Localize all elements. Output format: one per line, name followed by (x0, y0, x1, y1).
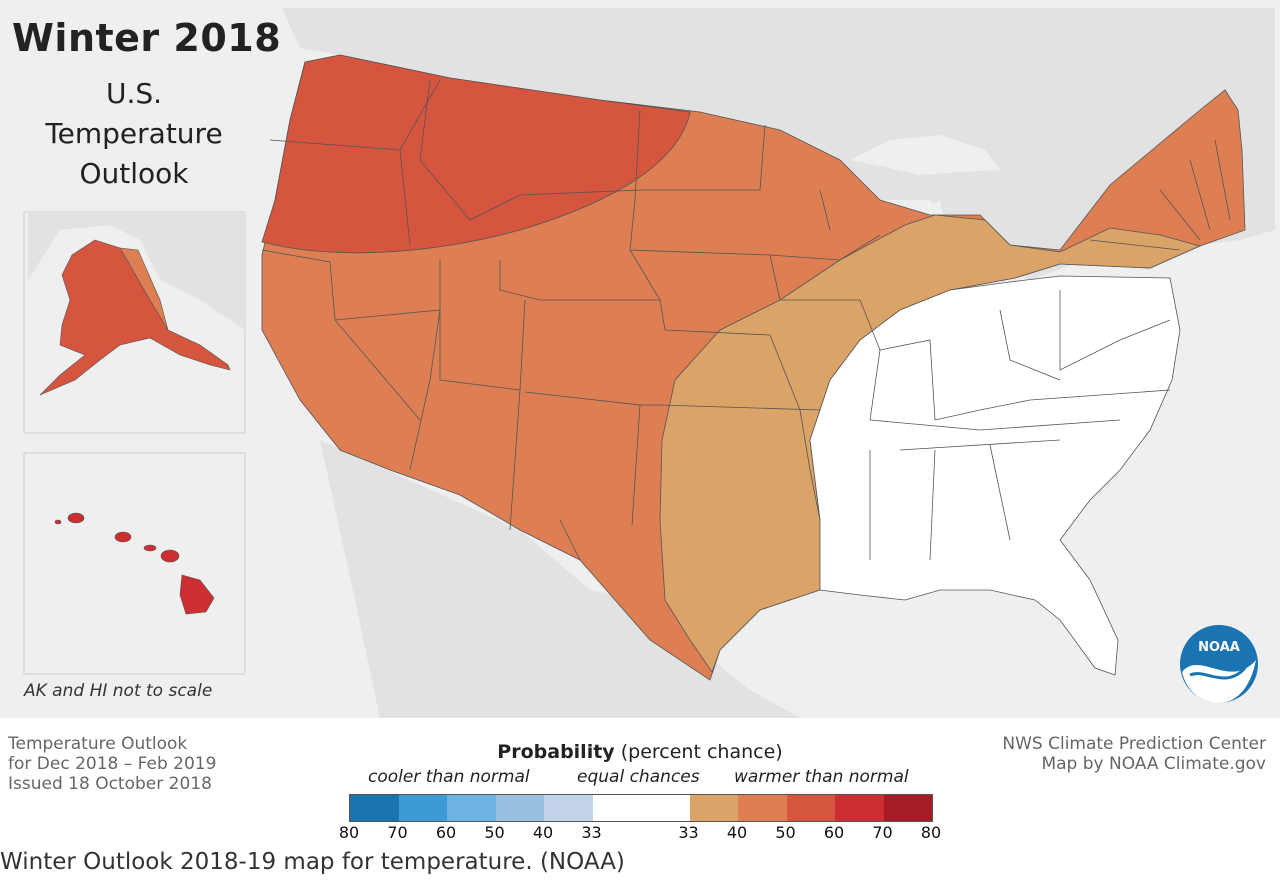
legend-swatch-warmer (689, 795, 738, 821)
legend-tick-label: 80 (920, 823, 942, 842)
subtitle-line: Outlook (79, 157, 189, 190)
legend-tick-label: 40 (726, 823, 748, 842)
hawaii-islands (54, 512, 215, 615)
legend-warmer-label: warmer than normal (734, 767, 909, 787)
state-borders (261, 79, 1231, 561)
legend-tick-label: 50 (484, 823, 505, 842)
legend-tick-label: 60 (435, 823, 457, 842)
legend-tick-label: 33 (581, 823, 602, 842)
inset-scale-note: AK and HI not to scale (24, 681, 213, 701)
legend-swatch-warmer (883, 795, 932, 821)
zone-warmer-50-60 (261, 54, 691, 254)
credit-line: NWS Climate Prediction Center (1002, 734, 1266, 754)
legend-title-rest: (percent chance) (614, 741, 783, 763)
noaa-logo-text: NOAA (1198, 640, 1240, 655)
alaska-shape (39, 239, 231, 396)
legend-tick-label: 80 (338, 823, 360, 842)
map-subtitle: U.S. Temperature Outlook (18, 74, 250, 194)
legend-swatch-cooler (447, 795, 496, 821)
legend-swatch-warmer (786, 795, 835, 821)
outlook-info: Temperature Outlook for Dec 2018 – Feb 2… (8, 734, 216, 794)
legend-tick-label: 50 (775, 823, 796, 842)
legend-cooler-label: cooler than normal (368, 767, 530, 787)
subtitle-line: U.S. (105, 77, 163, 110)
legend-tick-label: 60 (823, 823, 845, 842)
legend-swatch-cooler (495, 795, 544, 821)
credit-line: Map by NOAA Climate.gov (1041, 754, 1266, 774)
legend-swatch-cooler (544, 795, 593, 821)
zone-equal-chances (809, 275, 1181, 676)
temperature-outlook-map: NOAA (0, 0, 1280, 718)
legend-title-bold: Probability (497, 741, 615, 763)
alaska-east-zone (119, 247, 169, 331)
legend-swatch-warmer (835, 795, 884, 821)
legend-swatch-equal (592, 795, 690, 821)
credits: NWS Climate Prediction Center Map by NOA… (1002, 734, 1266, 774)
legend-tick-label: 33 (678, 823, 699, 842)
noaa-logo (1180, 625, 1258, 703)
legend-tick-label: 40 (532, 823, 554, 842)
legend-color-bar (349, 794, 933, 822)
subtitle-line: Temperature (45, 117, 223, 150)
canada-inset-land (28, 212, 245, 330)
legend-tick-label: 70 (872, 823, 893, 842)
hawaii-inset (23, 452, 246, 675)
image-caption: Winter Outlook 2018-19 map for temperatu… (0, 849, 625, 875)
canada-landmass (282, 8, 1275, 280)
legend-swatch-warmer (738, 795, 787, 821)
legend-title: Probability (percent chance) (350, 741, 930, 763)
legend-tick-label: 70 (387, 823, 408, 842)
outlook-info-line: Issued 18 October 2018 (8, 774, 212, 794)
outlook-info-line: Temperature Outlook (8, 734, 188, 754)
outlook-info-line: for Dec 2018 – Feb 2019 (8, 754, 217, 774)
legend-swatch-cooler (350, 795, 399, 821)
map-title: Winter 2018 (12, 16, 282, 60)
legend-equal-label: equal chances (577, 767, 700, 787)
legend-swatch-cooler (398, 795, 447, 821)
lake-superior (850, 135, 1000, 175)
